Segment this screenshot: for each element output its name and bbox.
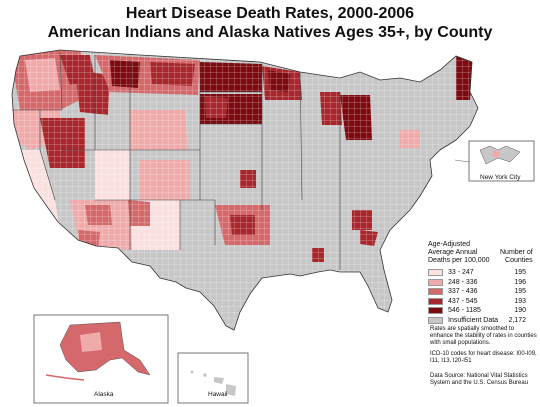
legend-count-header-2: Counties: [505, 257, 533, 264]
legend-count: 2,172: [508, 316, 526, 324]
maui-shape: [214, 377, 224, 384]
county-grid: [12, 50, 478, 330]
hawaii-inset: [177, 352, 249, 404]
nyc-map-shape: [479, 145, 521, 165]
legend-range: 248 - 336: [448, 278, 478, 286]
legend-range: Insufficient Data: [448, 316, 499, 324]
legend-swatch: [428, 297, 443, 305]
legend-row: 437 - 545 193: [428, 297, 538, 306]
legend-swatch: [428, 278, 443, 286]
legend-swatch: [428, 288, 443, 295]
legend-range: 437 - 545: [448, 297, 478, 305]
legend-row: 546 - 1185 190: [428, 306, 538, 315]
title-line-2: American Indians and Alaska Natives Ages…: [47, 24, 493, 41]
legend-count-header-1: Number of: [500, 249, 533, 256]
legend-row: Insufficient Data 2,172: [428, 316, 538, 325]
legend-row: 248 - 336 196: [428, 278, 538, 287]
nyc-label: New York City: [480, 174, 521, 181]
legend-range: 546 - 1185: [448, 307, 481, 314]
nyc-highlight: [492, 150, 500, 158]
legend-count: 190: [514, 307, 526, 314]
oahu-shape: [203, 373, 207, 377]
legend-row: 337 - 436 195: [428, 287, 538, 296]
hawaii-inset-frame: [177, 352, 249, 404]
smoothing-note: Rates are spatially smoothed to enhance …: [430, 326, 537, 346]
legend-swatch: [428, 316, 443, 324]
legend-row: 33 - 247 195: [428, 268, 538, 277]
kauai-shape: [190, 370, 194, 374]
hawaii-label: Hawaii: [208, 391, 228, 398]
legend-title-line-2: Average Annual: [428, 249, 478, 256]
nyc-inset-frame: [468, 140, 535, 182]
legend-title: Age-Adjusted Average Annual Deaths per 1…: [428, 241, 490, 265]
big-island-shape: [226, 384, 236, 396]
state-borders: [12, 51, 341, 270]
region-gulf-coast: [330, 290, 352, 302]
aleutian-islands: [45, 374, 85, 381]
legend-swatch: [428, 307, 443, 314]
us-outline: [11, 49, 479, 331]
legend-count: 193: [514, 297, 526, 305]
legend-count: 196: [514, 278, 526, 286]
source-note: Data Source: National Vital Statistics S…: [430, 373, 529, 386]
nyc-inset: [454, 140, 535, 182]
legend-count-header: Number of Counties: [500, 249, 533, 265]
legend-title-line-1: Age-Adjusted: [428, 241, 471, 248]
legend-count: 195: [514, 269, 526, 276]
alaska-interior: [80, 332, 102, 352]
nyc-pointer: [454, 159, 470, 163]
alaska-inset: [33, 314, 169, 404]
map-title: Heart Disease Death Rates, 2000-2006 Ame…: [0, 4, 540, 42]
legend-range: 33 - 247: [448, 269, 474, 276]
alaska-label: Alaska: [94, 391, 114, 398]
title-line-1: Heart Disease Death Rates, 2000-2006: [125, 5, 415, 22]
legend-title-line-3: Deaths per 100,000: [428, 257, 490, 264]
legend-swatch: [428, 269, 443, 276]
lower48: [12, 50, 478, 330]
legend-count: 195: [514, 288, 526, 295]
icd-note: ICD-10 codes for heart disease: I00-I09,…: [430, 351, 537, 364]
legend-range: 337 - 436: [448, 288, 478, 295]
